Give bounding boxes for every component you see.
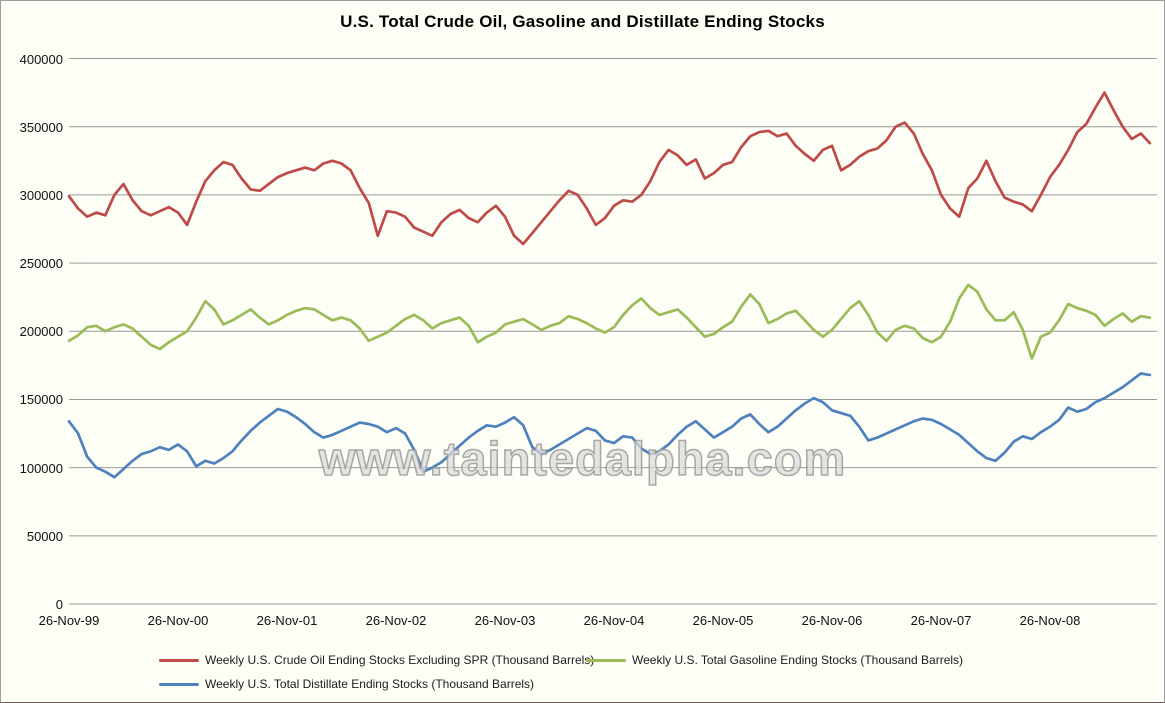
legend-label-distillate: Weekly U.S. Total Distillate Ending Stoc… xyxy=(205,677,535,691)
x-axis-tick-label: 26-Nov-00 xyxy=(147,613,209,628)
x-axis-tick-label: 26-Nov-03 xyxy=(474,613,536,628)
y-axis-tick-label: 300000 xyxy=(19,187,63,203)
legend-item-distillate: Weekly U.S. Total Distillate Ending Stoc… xyxy=(159,677,534,691)
x-axis-tick-label: 26-Nov-99 xyxy=(38,613,100,628)
x-axis-tick-label: 26-Nov-08 xyxy=(1019,613,1081,628)
series-line-1 xyxy=(67,283,1152,360)
x-axis-tick-label: 26-Nov-05 xyxy=(692,613,754,628)
x-axis-tick-label: 26-Nov-04 xyxy=(583,613,645,628)
y-axis-tick-label: 200000 xyxy=(19,324,63,340)
x-axis-tick-label: 26-Nov-07 xyxy=(910,613,972,628)
legend-item-crude: Weekly U.S. Crude Oil Ending Stocks Excl… xyxy=(159,653,594,667)
y-axis-tick-label: 150000 xyxy=(19,392,63,408)
distillate-line-swatch xyxy=(159,682,199,686)
x-axis-tick-label: 26-Nov-06 xyxy=(801,613,863,628)
y-axis-tick-label: 50000 xyxy=(26,528,63,544)
legend-label-crude: Weekly U.S. Crude Oil Ending Stocks Excl… xyxy=(205,653,595,667)
series-line-0 xyxy=(67,91,1152,246)
legend-item-gasoline: Weekly U.S. Total Gasoline Ending Stocks… xyxy=(586,653,963,667)
chart-title: U.S. Total Crude Oil, Gasoline and Disti… xyxy=(340,12,825,31)
legend-label-gasoline: Weekly U.S. Total Gasoline Ending Stocks… xyxy=(632,653,964,667)
y-axis-tick-label: 400000 xyxy=(19,51,63,67)
series-line-2 xyxy=(67,372,1152,479)
y-axis-tick-label: 0 xyxy=(55,597,63,612)
x-axis-tick-label: 26-Nov-01 xyxy=(256,613,318,628)
y-axis-tick-label: 100000 xyxy=(19,460,63,476)
y-axis-tick-label: 350000 xyxy=(19,119,63,135)
gasoline-line-swatch xyxy=(586,658,626,662)
y-axis-tick-label: 250000 xyxy=(19,256,63,272)
crude-line-swatch xyxy=(159,658,199,662)
x-axis-tick-label: 26-Nov-02 xyxy=(365,613,427,628)
